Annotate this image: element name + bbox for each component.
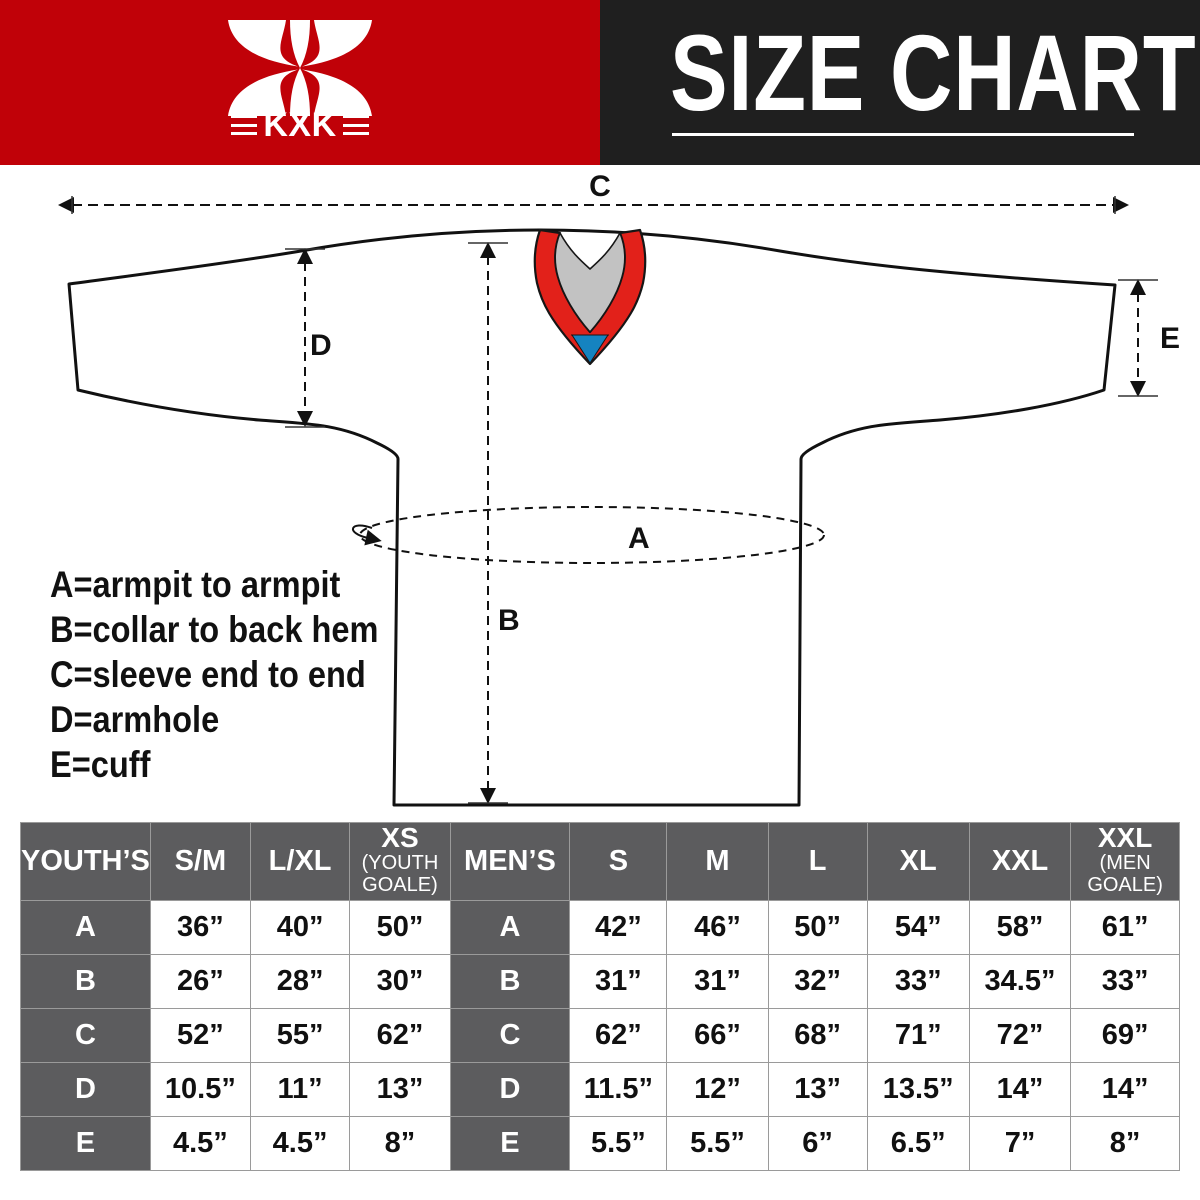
svg-text:D: D xyxy=(310,329,332,362)
svg-text:A: A xyxy=(628,522,650,555)
svg-text:C: C xyxy=(589,170,611,203)
svg-text:E: E xyxy=(1160,322,1180,355)
